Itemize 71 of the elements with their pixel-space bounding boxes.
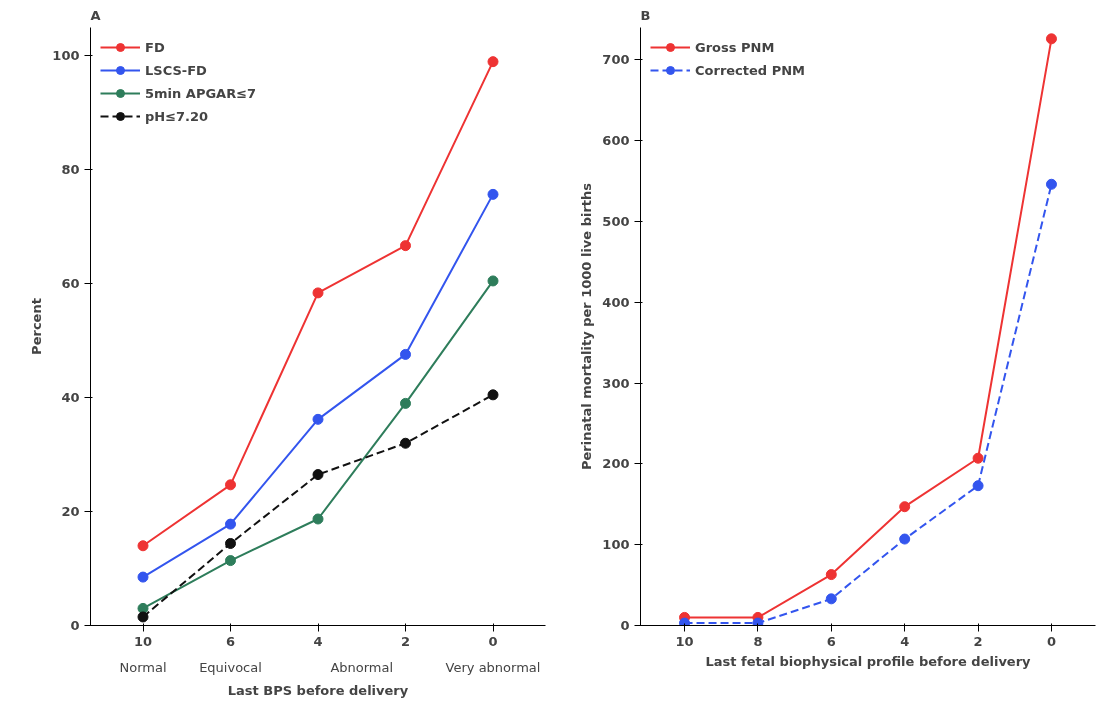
y-tick-label: 700 (602, 52, 630, 68)
legend-label: Gross PNM (695, 39, 775, 55)
point (487, 188, 499, 200)
x-tick-label: 0 (1046, 633, 1056, 649)
y-axis-title: Percent (29, 298, 45, 355)
y-tick-label: 0 (620, 618, 630, 633)
point (137, 540, 149, 552)
x-tick-label: 8 (753, 633, 763, 649)
x-tick-label: 6 (826, 633, 836, 649)
point (400, 397, 411, 409)
point (137, 611, 149, 623)
x-tick-label: 2 (400, 633, 411, 649)
point (899, 501, 911, 513)
point (825, 593, 837, 605)
y-tick-label: 0 (70, 618, 80, 633)
y-tick-label: 300 (602, 375, 630, 391)
legend-label: pH≤7.20 (145, 108, 209, 124)
point (312, 413, 324, 425)
point (225, 555, 236, 567)
point (400, 348, 411, 360)
y-tick-label: 80 (61, 162, 80, 178)
point (312, 469, 324, 481)
point (679, 617, 691, 626)
point (400, 240, 411, 252)
point (312, 287, 324, 299)
text: Very abnormal (445, 659, 541, 675)
legend-label: LSCS-FD (145, 62, 207, 78)
x-tick-label: 10 (675, 633, 694, 649)
x-axis-title: Last BPS before delivery (227, 682, 409, 698)
point (752, 617, 764, 626)
point (972, 452, 984, 464)
point (225, 538, 236, 549)
point (487, 389, 499, 401)
y-tick-label: 20 (61, 504, 80, 520)
y-tick-label: 100 (602, 537, 630, 553)
point (400, 437, 411, 449)
text: Equivocal (199, 659, 262, 675)
y-tick-label: 40 (61, 390, 80, 406)
point (225, 518, 236, 530)
x-tick-label: 4 (313, 633, 323, 649)
x-tick-label: 10 (133, 633, 153, 649)
text: Normal (119, 659, 167, 675)
x-tick-label: 0 (488, 633, 498, 649)
point (487, 56, 499, 68)
y-tick-label: 200 (602, 456, 630, 472)
point (225, 479, 236, 491)
point (972, 480, 984, 492)
point (1045, 33, 1057, 45)
x-tick-label: 4 (900, 633, 910, 649)
point (312, 513, 324, 525)
chart-title: B (640, 7, 651, 23)
x-tick-label: 6 (225, 633, 236, 649)
point (825, 569, 837, 581)
y-axis-title: Perinatal mortality per 1000 live births (579, 182, 595, 471)
chart-title: A (90, 7, 101, 23)
y-tick-label: 100 (52, 48, 80, 64)
y-tick-label: 600 (602, 133, 630, 149)
legend-label: 5min APGAR≤7 (145, 85, 257, 101)
point (899, 533, 911, 545)
x-axis-title: Last fetal biophysical profile before delivery (705, 653, 1032, 669)
y-tick-label: 60 (61, 276, 80, 292)
legend-label: FD (145, 39, 165, 55)
point (137, 602, 149, 614)
point (1045, 178, 1057, 190)
x-tick-label: 2 (973, 633, 983, 649)
point (487, 275, 499, 287)
legend-label: Corrected PNM (695, 62, 806, 78)
point (137, 571, 149, 583)
y-tick-label: 400 (602, 294, 630, 310)
text: Abnormal (330, 659, 394, 675)
y-tick-label: 500 (602, 213, 630, 229)
